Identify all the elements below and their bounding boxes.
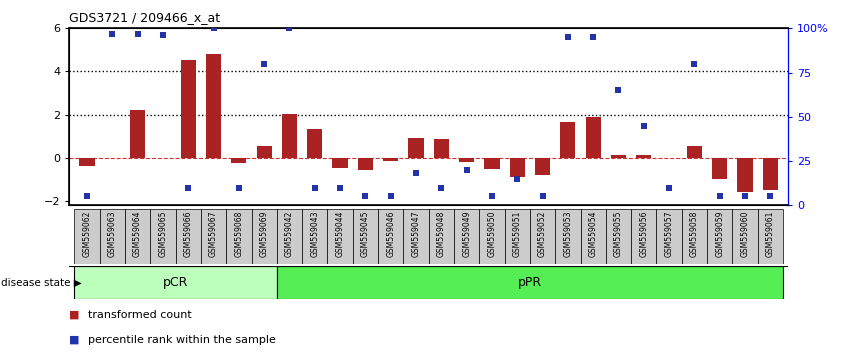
Text: GSM559063: GSM559063 <box>107 211 117 257</box>
FancyBboxPatch shape <box>758 209 783 264</box>
Bar <box>256 146 272 158</box>
Bar <box>484 158 500 169</box>
FancyBboxPatch shape <box>656 209 682 264</box>
Text: ■: ■ <box>69 335 80 345</box>
Text: GSM559051: GSM559051 <box>513 211 521 257</box>
Bar <box>181 59 196 158</box>
FancyBboxPatch shape <box>100 209 125 264</box>
Bar <box>712 158 727 179</box>
FancyBboxPatch shape <box>74 209 100 264</box>
FancyBboxPatch shape <box>201 209 226 264</box>
Bar <box>333 158 347 167</box>
FancyBboxPatch shape <box>429 209 454 264</box>
FancyBboxPatch shape <box>454 209 479 264</box>
Text: GSM559057: GSM559057 <box>664 211 674 257</box>
Text: GSM559056: GSM559056 <box>639 211 649 257</box>
FancyBboxPatch shape <box>352 209 378 264</box>
FancyBboxPatch shape <box>555 209 580 264</box>
FancyBboxPatch shape <box>530 209 555 264</box>
FancyBboxPatch shape <box>74 266 277 299</box>
Bar <box>130 110 145 158</box>
Text: GSM559064: GSM559064 <box>133 211 142 257</box>
FancyBboxPatch shape <box>125 209 151 264</box>
Text: pCR: pCR <box>163 276 188 289</box>
Text: GSM559044: GSM559044 <box>336 211 345 257</box>
Bar <box>687 146 702 158</box>
FancyBboxPatch shape <box>151 209 176 264</box>
FancyBboxPatch shape <box>479 209 505 264</box>
Bar <box>206 54 221 158</box>
FancyBboxPatch shape <box>251 209 277 264</box>
FancyBboxPatch shape <box>378 209 404 264</box>
Text: GSM559047: GSM559047 <box>411 211 421 257</box>
Bar <box>763 158 778 190</box>
Text: GSM559049: GSM559049 <box>462 211 471 257</box>
Text: GSM559061: GSM559061 <box>766 211 775 257</box>
FancyBboxPatch shape <box>707 209 733 264</box>
Bar <box>231 158 247 163</box>
Text: GSM559054: GSM559054 <box>589 211 598 257</box>
FancyBboxPatch shape <box>277 266 783 299</box>
Text: GSM559059: GSM559059 <box>715 211 724 257</box>
Text: GSM559062: GSM559062 <box>82 211 92 257</box>
Text: transformed count: transformed count <box>88 310 192 320</box>
Text: GSM559042: GSM559042 <box>285 211 294 257</box>
FancyBboxPatch shape <box>631 209 656 264</box>
Text: GSM559058: GSM559058 <box>690 211 699 257</box>
Text: GSM559065: GSM559065 <box>158 211 167 257</box>
Text: GSM559068: GSM559068 <box>235 211 243 257</box>
Bar <box>434 139 449 158</box>
Bar <box>535 158 550 175</box>
Text: GSM559055: GSM559055 <box>614 211 623 257</box>
FancyBboxPatch shape <box>580 209 606 264</box>
Text: GDS3721 / 209466_x_at: GDS3721 / 209466_x_at <box>69 11 221 24</box>
Bar <box>510 158 525 177</box>
Bar <box>281 114 297 158</box>
Bar <box>611 155 626 158</box>
FancyBboxPatch shape <box>226 209 251 264</box>
Text: GSM559060: GSM559060 <box>740 211 750 257</box>
Text: GSM559067: GSM559067 <box>209 211 218 257</box>
FancyBboxPatch shape <box>606 209 631 264</box>
FancyBboxPatch shape <box>733 209 758 264</box>
Bar <box>637 155 651 158</box>
FancyBboxPatch shape <box>176 209 201 264</box>
Bar <box>459 158 475 162</box>
Text: GSM559066: GSM559066 <box>184 211 193 257</box>
Text: GSM559053: GSM559053 <box>564 211 572 257</box>
Bar <box>409 138 423 158</box>
FancyBboxPatch shape <box>302 209 327 264</box>
FancyBboxPatch shape <box>682 209 707 264</box>
FancyBboxPatch shape <box>277 209 302 264</box>
FancyBboxPatch shape <box>505 209 530 264</box>
FancyBboxPatch shape <box>404 209 429 264</box>
Text: percentile rank within the sample: percentile rank within the sample <box>88 335 276 345</box>
Text: GSM559069: GSM559069 <box>260 211 268 257</box>
Text: disease state ▶: disease state ▶ <box>1 278 81 288</box>
Bar <box>307 129 322 158</box>
Bar <box>80 158 94 166</box>
Text: GSM559052: GSM559052 <box>538 211 547 257</box>
Text: GSM559048: GSM559048 <box>436 211 446 257</box>
Text: GSM559046: GSM559046 <box>386 211 395 257</box>
Text: ■: ■ <box>69 310 80 320</box>
FancyBboxPatch shape <box>327 209 352 264</box>
Bar <box>738 158 753 192</box>
Text: GSM559045: GSM559045 <box>361 211 370 257</box>
Bar <box>560 122 576 158</box>
Text: pPR: pPR <box>518 276 542 289</box>
Text: GSM559043: GSM559043 <box>310 211 320 257</box>
Text: GSM559050: GSM559050 <box>488 211 496 257</box>
Bar <box>358 158 373 170</box>
Bar <box>585 117 601 158</box>
Bar <box>383 158 398 161</box>
